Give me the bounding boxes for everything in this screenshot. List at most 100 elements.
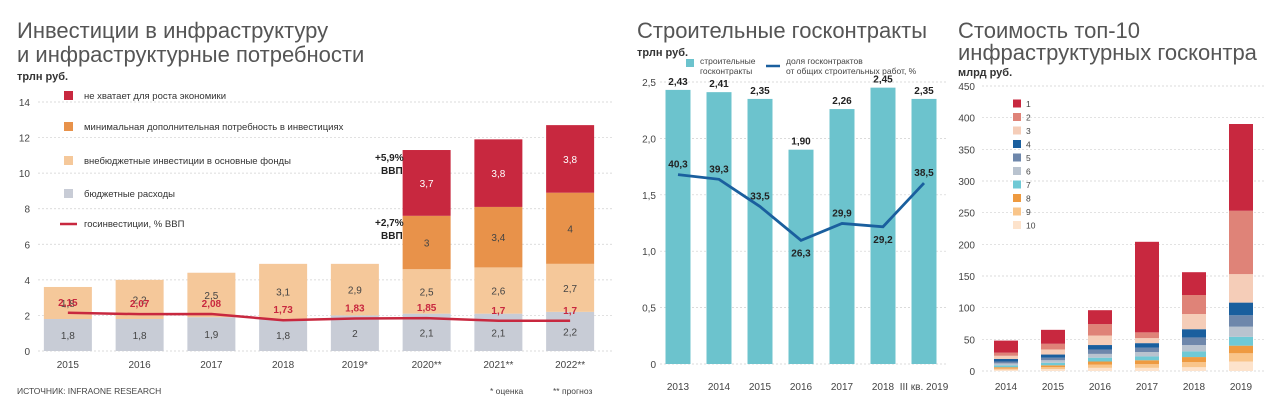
line-label: 1,85	[417, 303, 437, 314]
bar-label: 3	[424, 239, 430, 250]
y-tick-label: 8	[24, 205, 30, 216]
bar-segment	[994, 352, 1018, 356]
legend-label-line: доля госконтрактов	[786, 56, 863, 66]
bar-segment	[994, 365, 1018, 368]
legend-swatch	[1013, 99, 1021, 108]
y-tick-label: 12	[19, 134, 31, 145]
bar-segment	[994, 340, 1018, 353]
bar-segment	[994, 361, 1018, 364]
legend-swatch	[1013, 113, 1021, 121]
bar-segment	[1041, 349, 1065, 355]
y-tick-label: 1,5	[642, 191, 656, 202]
legend-label: 7	[1026, 180, 1031, 190]
bar-segment	[994, 363, 1018, 366]
bar-label: 2,35	[750, 86, 770, 97]
legend-swatch	[686, 59, 694, 67]
bar-label: 4	[567, 224, 573, 235]
line-label: 38,5	[914, 168, 934, 179]
bar-label: 3,1	[276, 287, 290, 298]
bar-segment	[1135, 241, 1159, 333]
legend-label-line: госконтракты	[700, 66, 752, 76]
bar-label: 2,45	[873, 75, 893, 86]
bar-label: 1,8	[133, 331, 147, 342]
x-tick-label: 2017	[1136, 382, 1159, 393]
bar-segment	[1229, 345, 1253, 354]
bar-segment	[474, 267, 523, 314]
x-tick-label: 2015	[57, 360, 80, 371]
legend-label: 4	[1026, 140, 1031, 150]
legend-label: минимальная дополнительная потребность в…	[84, 122, 344, 133]
line-label: 1,7	[491, 306, 505, 317]
legend-label: госинвестиции, % ВВП	[84, 219, 185, 230]
bar-segment	[1182, 367, 1206, 371]
y-tick-label: 0	[650, 360, 656, 371]
bar-segment	[1182, 357, 1206, 363]
panel2-unit: трлн руб.	[637, 47, 688, 59]
legend-swatch	[1013, 207, 1021, 216]
bar-label: 2,6	[491, 287, 505, 298]
bar-segment	[1135, 367, 1159, 371]
bar-label: 2,43	[668, 77, 688, 88]
bar-segment	[1041, 362, 1065, 366]
y-tick-label: 10	[19, 169, 31, 180]
legend-label: 2	[1026, 113, 1031, 123]
bar-segment	[1088, 353, 1112, 358]
bar-label: 2,2	[563, 327, 577, 338]
legend-swatch	[1013, 167, 1021, 175]
bar-segment	[1135, 338, 1159, 344]
x-tick-label: 2020**	[412, 360, 442, 371]
legend-swatch	[64, 189, 73, 198]
bar-segment	[994, 355, 1018, 359]
bar-segment	[1229, 315, 1253, 327]
bar-segment	[187, 272, 236, 318]
bar-segment	[546, 125, 595, 193]
legend-swatch	[1013, 221, 1021, 229]
legend-swatch	[64, 122, 73, 131]
y-tick-label: 200	[958, 240, 975, 251]
bar-segment	[1088, 361, 1112, 365]
bar-segment	[1088, 324, 1112, 336]
y-tick-label: 350	[958, 145, 975, 156]
bar-segment	[1229, 302, 1253, 316]
legend-label: 6	[1026, 167, 1031, 177]
bar-segment	[1229, 361, 1253, 371]
y-tick-label: 6	[24, 240, 30, 251]
bar-label: 2,5	[420, 287, 434, 298]
line-label: 33,5	[750, 192, 770, 203]
bar-segment	[546, 263, 595, 312]
bar-segment	[1182, 329, 1206, 338]
bar-label: 2,5	[204, 291, 218, 302]
bar-label: 3,7	[420, 179, 434, 190]
y-tick-label: 14	[19, 98, 31, 109]
bar-segment	[1229, 326, 1253, 337]
title-clip-mask	[1257, 15, 1280, 75]
bar-segment	[1229, 274, 1253, 303]
x-tick-label: 2017	[200, 360, 223, 371]
bar-label: 2,1	[420, 328, 434, 339]
bar-segment	[1135, 360, 1159, 365]
y-tick-label: 300	[958, 177, 975, 188]
bar-label: 2	[352, 329, 358, 340]
legend-label: не хватает для роста экономики	[84, 91, 226, 102]
x-tick-label: 2013	[667, 382, 690, 393]
bar-segment	[43, 318, 92, 351]
bar-label: 1,8	[61, 299, 75, 310]
bar-label: 1,8	[276, 331, 290, 342]
bar-segment	[1041, 360, 1065, 363]
bar-segment	[1088, 349, 1112, 354]
panel3-unit: млрд руб.	[958, 67, 1012, 79]
bar-segment	[1182, 314, 1206, 330]
bar-segment	[994, 358, 1018, 362]
panel1-title-line2: и инфраструктурные потребности	[17, 42, 364, 67]
panel3-title-line1: Стоимость топ-10	[958, 18, 1140, 43]
bar-label: 1,8	[61, 331, 75, 342]
legend-label: 10	[1026, 221, 1036, 231]
bar	[706, 92, 732, 364]
panel1-title-line1: Инвестиции в инфраструктуру	[17, 18, 328, 43]
line-label: 39,3	[709, 164, 729, 175]
bar-label: 3,8	[491, 169, 505, 180]
legend-label-line: от общих строительных работ, %	[786, 66, 917, 76]
bar-segment	[115, 318, 164, 351]
bar-segment	[259, 263, 308, 319]
line-label: 29,2	[873, 235, 893, 246]
